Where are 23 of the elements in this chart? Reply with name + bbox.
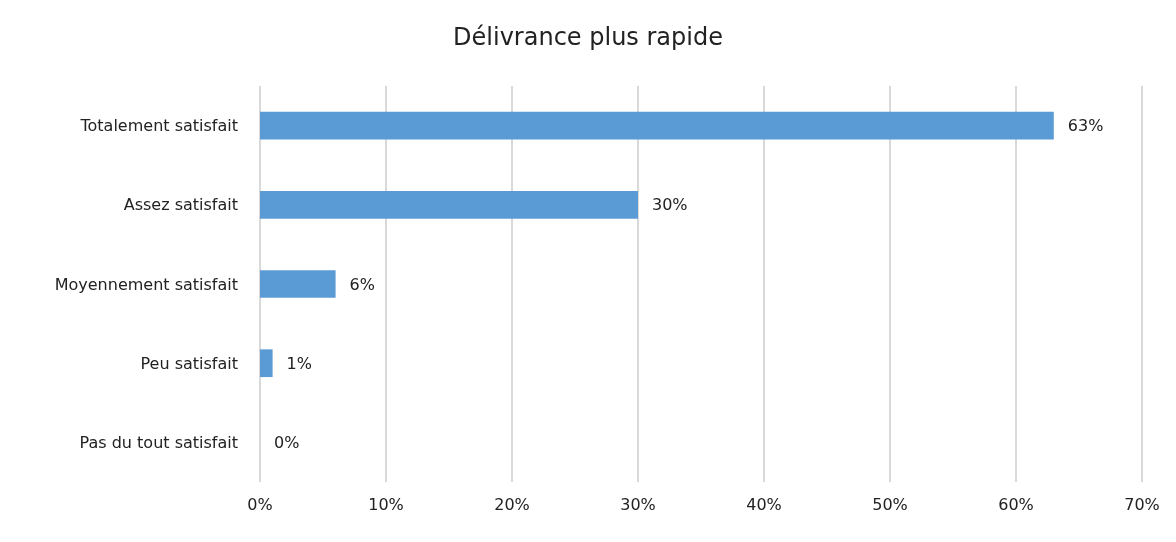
data-label: 30%	[652, 195, 688, 215]
x-tick-label: 30%	[620, 494, 656, 514]
y-tick-label: Peu satisfait	[140, 353, 238, 373]
x-tick-label: 40%	[746, 494, 782, 514]
x-tick-label: 10%	[368, 494, 404, 514]
x-tick-label: 50%	[872, 494, 908, 514]
bar	[260, 349, 273, 378]
data-label: 0%	[274, 432, 300, 452]
bar	[260, 190, 638, 219]
y-tick-label: Pas du tout satisfait	[79, 432, 238, 452]
y-tick-label: Assez satisfait	[123, 195, 238, 215]
bar	[260, 270, 336, 298]
y-tick-label: Totalement satisfait	[79, 116, 238, 136]
chart-title: Délivrance plus rapide	[453, 23, 723, 51]
x-tick-label: 70%	[1124, 494, 1160, 514]
x-tick-label: 20%	[494, 494, 530, 514]
bar	[260, 111, 1054, 140]
y-tick-label: Moyennement satisfait	[54, 274, 238, 294]
data-label: 63%	[1067, 116, 1104, 136]
x-tick-label: 60%	[998, 494, 1034, 514]
data-label: 6%	[349, 274, 375, 294]
data-label: 1%	[286, 353, 312, 373]
x-tick-label: 0%	[247, 494, 273, 514]
